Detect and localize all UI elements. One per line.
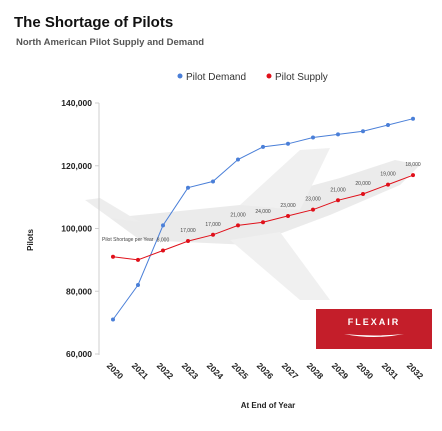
x-tick-label: 2021 — [130, 361, 151, 382]
gap-label: 23,000 — [280, 203, 296, 209]
x-axis-label: At End of Year — [241, 401, 296, 410]
chart-title: The Shortage of Pilots — [14, 14, 174, 31]
x-tick-label: 2020 — [105, 361, 126, 382]
legend-marker-demand — [177, 73, 183, 79]
shortage-label: Pilot Shortage per Year — [102, 237, 154, 243]
x-tick-label: 2028 — [305, 361, 326, 382]
gap-label: 21,000 — [230, 212, 246, 218]
data-point-supply — [261, 220, 265, 225]
data-point-supply — [411, 173, 415, 178]
data-point-demand — [361, 129, 365, 134]
logo-text: FLEXAIR — [347, 317, 401, 327]
chart-subtitle: North American Pilot Supply and Demand — [16, 37, 205, 48]
data-point-demand — [386, 122, 390, 127]
x-tick-label: 2024 — [205, 361, 226, 382]
x-tick-label: 2026 — [255, 361, 276, 382]
y-axis-label: Pilots — [26, 229, 35, 251]
data-point-demand — [411, 116, 415, 121]
legend: Pilot Demand Pilot Supply — [177, 72, 328, 83]
data-point-demand — [186, 185, 190, 190]
gap-label: 24,000 — [255, 209, 271, 215]
gap-label: 23,000 — [305, 197, 321, 203]
data-point-supply — [236, 223, 240, 228]
data-point-supply — [211, 232, 215, 237]
gap-label: 17,000 — [180, 228, 196, 234]
legend-marker-supply — [266, 73, 272, 79]
data-point-supply — [361, 191, 365, 196]
data-point-demand — [236, 157, 240, 162]
x-tick-label: 2022 — [155, 361, 176, 382]
data-point-demand — [161, 223, 165, 228]
data-point-demand — [136, 282, 140, 287]
gap-label: 18,000 — [405, 162, 421, 168]
x-tick-label: 2027 — [280, 361, 301, 382]
legend-label-supply: Pilot Supply — [275, 72, 328, 83]
x-axis: 2020 2021 2022 2023 2024 2025 2026 2027 2028 2029… — [105, 361, 426, 382]
data-point-demand — [311, 135, 315, 140]
data-point-supply — [111, 254, 115, 259]
gap-label: 20,000 — [355, 181, 371, 187]
y-tick-label: 120,000 — [61, 161, 92, 171]
x-tick-label: 2032 — [405, 361, 426, 382]
data-point-supply — [136, 257, 140, 262]
data-point-supply — [311, 207, 315, 212]
data-point-demand — [261, 144, 265, 149]
x-tick-label: 2031 — [380, 361, 401, 382]
airplane-watermark — [85, 148, 420, 300]
y-axis: 140,000 120,000 100,000 80,000 60,000 — [61, 98, 99, 359]
data-point-demand — [336, 132, 340, 137]
x-tick-label: 2023 — [180, 361, 201, 382]
gap-annotations: Pilot Shortage per Year 8,000 17,000 17,000… — [102, 162, 421, 243]
y-tick-label: 100,000 — [61, 224, 92, 234]
gap-label: 8,000 — [157, 237, 170, 243]
data-point-supply — [336, 198, 340, 203]
series-points — [111, 116, 415, 322]
flexair-logo: FLEXAIR — [316, 309, 432, 349]
data-point-supply — [186, 239, 190, 244]
y-tick-label: 80,000 — [66, 286, 92, 296]
data-point-supply — [386, 182, 390, 187]
x-tick-label: 2025 — [230, 361, 251, 382]
x-tick-label: 2030 — [355, 361, 376, 382]
y-tick-label: 140,000 — [61, 98, 92, 108]
data-point-demand — [286, 141, 290, 146]
data-point-supply — [286, 213, 290, 218]
gap-label: 19,000 — [380, 172, 396, 178]
y-tick-label: 60,000 — [66, 349, 92, 359]
data-point-demand — [111, 317, 115, 322]
x-tick-label: 2029 — [330, 361, 351, 382]
data-point-demand — [211, 179, 215, 184]
gap-label: 17,000 — [205, 222, 221, 228]
gap-label: 21,000 — [330, 187, 346, 193]
logo-swoosh-icon — [344, 334, 404, 337]
data-point-supply — [161, 248, 165, 253]
legend-label-demand: Pilot Demand — [186, 72, 246, 83]
